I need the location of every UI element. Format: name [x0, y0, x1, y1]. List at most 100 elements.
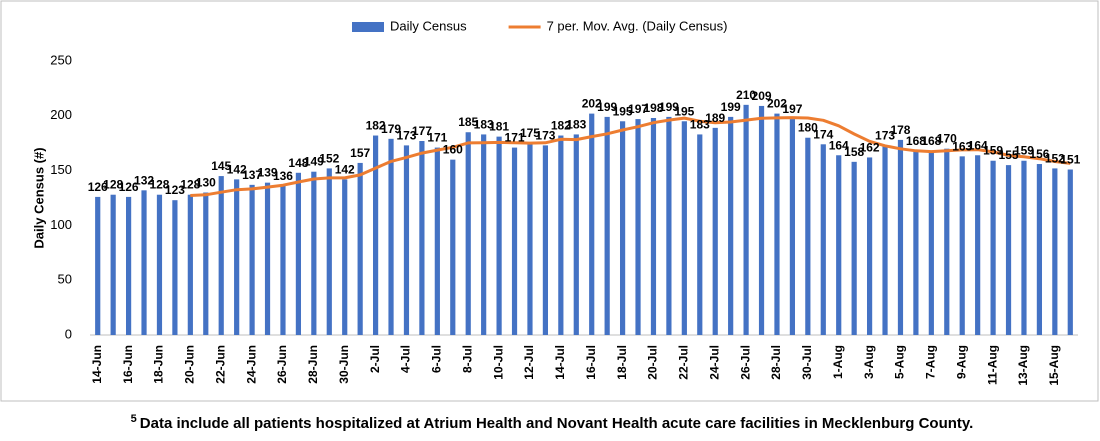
x-tick-label: 18-Jul: [615, 345, 629, 380]
x-tick-label: 9-Aug: [954, 345, 968, 379]
x-tick-label: 20-Jun: [183, 345, 197, 384]
data-label: 156: [1029, 147, 1049, 161]
data-label: 171: [505, 131, 525, 145]
data-label: 174: [813, 127, 833, 141]
bar: [820, 144, 826, 335]
data-label: 178: [890, 123, 910, 137]
x-tick-label: 26-Jul: [738, 345, 752, 380]
x-tick-label: 8-Jul: [460, 345, 474, 373]
data-label: 198: [643, 101, 663, 115]
data-label: 163: [952, 139, 972, 153]
bar: [234, 179, 240, 335]
data-label: 128: [149, 178, 169, 192]
bar: [156, 194, 163, 335]
x-tick-label: 6-Jul: [430, 345, 444, 373]
x-tick-label: 5-Aug: [893, 345, 907, 379]
bar: [944, 148, 950, 335]
bar: [511, 147, 518, 335]
data-label: 189: [705, 111, 725, 125]
y-tick-label: 50: [58, 272, 72, 287]
data-label: 136: [273, 169, 293, 183]
data-label: 145: [211, 159, 231, 173]
data-label: 130: [196, 176, 216, 190]
bar: [172, 200, 178, 335]
x-tick-label: 2-Jul: [368, 345, 382, 373]
y-tick-label: 200: [50, 107, 72, 122]
data-label: 175: [520, 126, 540, 140]
bar: [496, 136, 502, 335]
bar: [187, 194, 193, 335]
data-label: 183: [566, 117, 586, 131]
bar: [264, 182, 271, 335]
bar: [465, 132, 471, 335]
bar: [928, 150, 934, 335]
data-label: 209: [752, 89, 772, 103]
x-tick-label: 16-Jun: [121, 345, 135, 384]
bar: [697, 134, 703, 335]
data-label: 149: [304, 155, 324, 169]
data-label: 170: [937, 132, 957, 146]
bar: [604, 116, 610, 335]
data-label: 164: [829, 138, 849, 152]
data-label: 168: [921, 134, 941, 148]
data-label: 182: [366, 119, 386, 133]
y-tick-label: 0: [65, 326, 72, 341]
data-label: 210: [736, 88, 756, 102]
bar: [836, 155, 842, 335]
bar: [975, 155, 981, 335]
bar: [342, 179, 348, 335]
x-tick-label: 26-Jun: [275, 345, 289, 384]
data-label: 152: [1045, 151, 1065, 165]
bar: [635, 119, 641, 335]
bar: [558, 135, 564, 335]
data-label: 159: [1014, 144, 1034, 158]
x-tick-label: 4-Jul: [399, 345, 413, 373]
x-tick-label: 30-Jul: [800, 345, 814, 380]
bar: [1036, 164, 1043, 335]
data-label: 137: [242, 168, 262, 182]
data-label: 160: [443, 143, 463, 157]
bar: [218, 176, 224, 335]
bar: [866, 157, 873, 335]
bar: [681, 121, 687, 335]
bar: [1005, 165, 1012, 335]
chart-border: [0, 0, 1099, 402]
data-label: 202: [582, 97, 602, 111]
x-tick-label: 22-Jul: [677, 345, 691, 380]
bar: [311, 171, 317, 335]
x-tick-label: 13-Aug: [1016, 345, 1030, 386]
data-label: 183: [474, 117, 494, 131]
bar: [419, 141, 425, 335]
bar: [882, 145, 888, 335]
x-tick-label: 3-Aug: [862, 345, 876, 379]
bar: [666, 116, 672, 335]
footnote-marker: 5: [131, 413, 137, 425]
bar: [249, 184, 255, 335]
bar: [1067, 169, 1073, 335]
bar: [743, 104, 749, 335]
bar: [913, 150, 919, 335]
bar: [712, 127, 718, 335]
data-label: 152: [319, 151, 339, 165]
data-label: 182: [551, 119, 571, 133]
y-tick-label: 150: [50, 162, 72, 177]
bar: [959, 156, 965, 335]
bar: [650, 117, 657, 335]
data-label: 185: [458, 115, 478, 129]
data-label: 179: [381, 122, 401, 136]
bar: [619, 121, 626, 335]
bar: [326, 168, 332, 335]
data-label: 157: [350, 146, 370, 160]
bar: [542, 145, 549, 335]
data-label: 199: [721, 100, 741, 114]
bar: [897, 139, 904, 335]
x-tick-label: 30-Jun: [337, 345, 351, 384]
bar: [403, 145, 410, 335]
data-label: 142: [335, 162, 355, 176]
x-tick-label: 24-Jun: [244, 345, 258, 384]
bar: [295, 172, 302, 335]
x-tick-label: 28-Jul: [769, 345, 783, 380]
data-label: 128: [180, 178, 200, 192]
data-label: 199: [597, 100, 617, 114]
data-label: 158: [844, 145, 864, 159]
